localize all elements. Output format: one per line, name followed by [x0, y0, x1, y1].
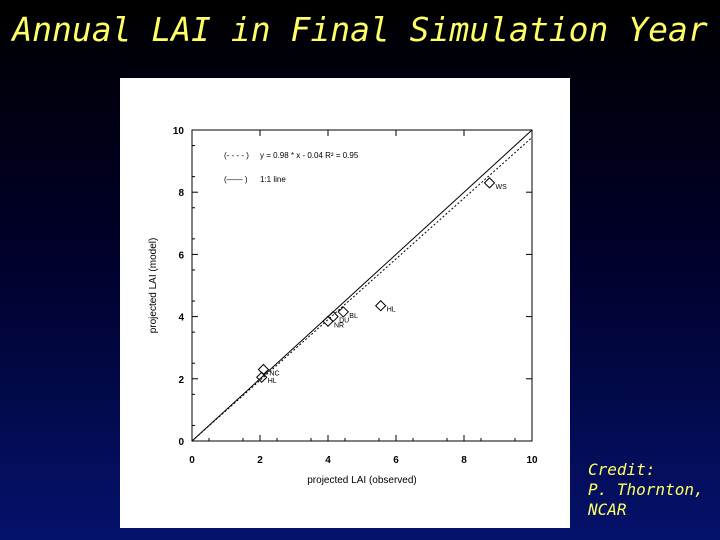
data-point-label: BL: [349, 313, 358, 320]
data-point-label: HL: [268, 378, 277, 385]
credit-line-1: Credit:: [588, 460, 656, 479]
legend-key: (- - - - ): [224, 151, 249, 160]
y-tick-label: 10: [173, 126, 185, 137]
credit-note: Credit: P. Thornton, NCAR: [588, 460, 718, 520]
data-point: [483, 177, 496, 189]
data-point-label: NC: [269, 370, 279, 377]
x-tick-label: 4: [325, 455, 331, 466]
x-tick-label: 10: [526, 455, 538, 466]
legend-text: y = 0.98 * x - 0.04 R² = 0.95: [260, 151, 359, 160]
data-point-label: WS: [496, 184, 508, 191]
y-tick-label: 0: [178, 437, 184, 448]
data-point: [322, 315, 334, 327]
plot-frame: [191, 129, 533, 442]
x-tick-label: 2: [257, 455, 263, 466]
data-point: [337, 306, 350, 318]
legend-key: (—— ): [224, 175, 248, 184]
legend-text: 1:1 line: [260, 175, 286, 184]
y-axis-label: projected LAI (model): [148, 238, 159, 334]
x-tick-label: 6: [393, 455, 399, 466]
x-tick-label: 8: [461, 455, 467, 466]
data-point-label: NR: [334, 322, 344, 329]
chart-panel: 0 2 4 6 8 10 0 2 4 6 8 10 projected LAI (observed) pr…: [120, 78, 570, 528]
y-tick-label: 2: [178, 375, 184, 386]
credit-line-3: NCAR: [588, 500, 627, 519]
x-tick-label: 0: [189, 455, 195, 466]
x-axis-label: projected LAI (observed): [307, 475, 417, 486]
data-point-label: DU: [339, 318, 349, 325]
y-tick-label: 4: [178, 313, 184, 324]
data-point: [327, 310, 339, 323]
credit-line-2: P. Thornton,: [588, 480, 704, 499]
y-tick-label: 8: [178, 188, 184, 199]
data-point: [374, 300, 387, 312]
one-to-one-line: [191, 129, 533, 442]
data-point: [255, 371, 268, 383]
scatter-chart: 0 2 4 6 8 10 0 2 4 6 8 10 projected LAI (observed) pr…: [148, 126, 538, 486]
y-tick-label: 6: [178, 250, 184, 261]
slide-title: Annual LAI in Final Simulation Year: [12, 10, 708, 49]
data-point-label: HL: [387, 307, 396, 314]
